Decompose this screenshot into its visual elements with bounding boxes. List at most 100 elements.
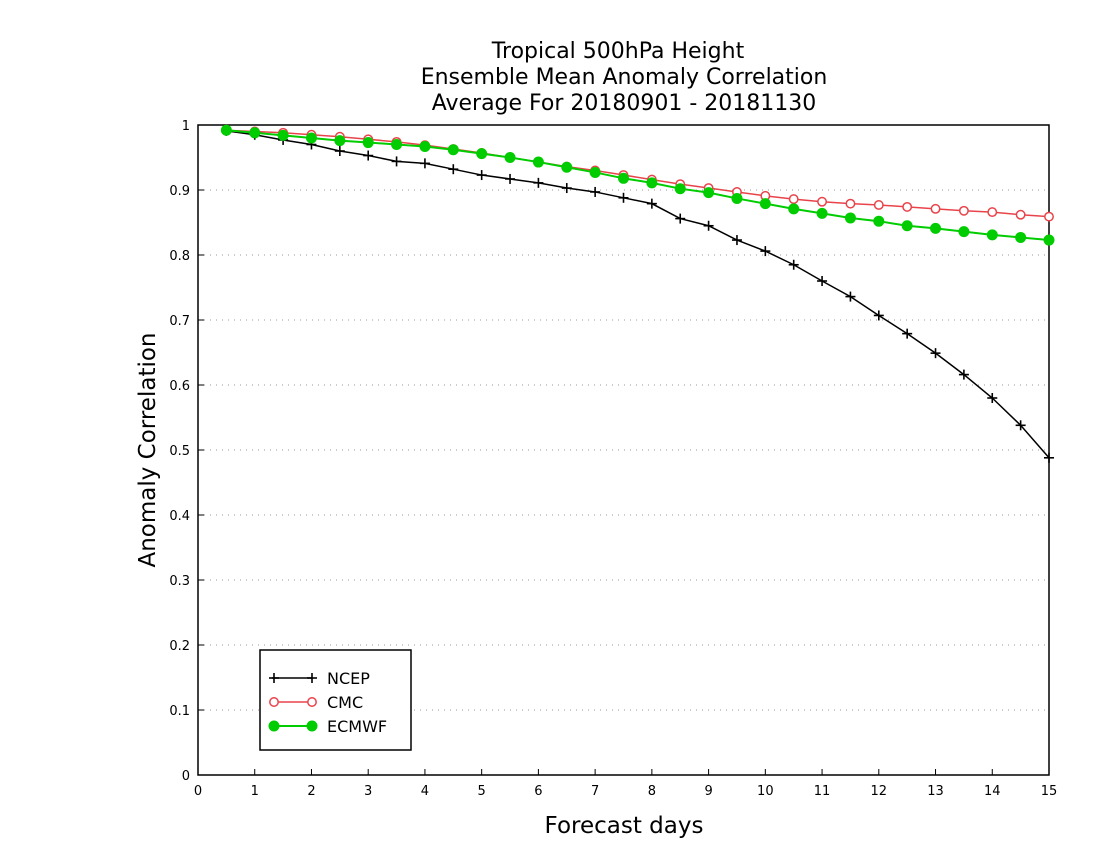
x-tick-label-11: 11 xyxy=(814,784,831,799)
point-ecmwf-18 xyxy=(731,192,743,204)
legend-label-ncep: NCEP xyxy=(327,669,370,688)
point-cmc-25 xyxy=(930,203,941,214)
point-ecmwf-27 xyxy=(986,229,998,241)
y-tick-label-6: 0.6 xyxy=(169,379,190,394)
point-cmc-27 xyxy=(987,207,998,218)
x-tick-label-4: 4 xyxy=(421,784,429,799)
legend-marker-right-ecmwf xyxy=(306,720,318,732)
x-tick-label-0: 0 xyxy=(194,784,202,799)
legend-label-cmc: CMC xyxy=(327,693,363,712)
x-tick-label-12: 12 xyxy=(871,784,888,799)
point-ecmwf-28 xyxy=(1015,231,1027,243)
point-ecmwf-5 xyxy=(362,137,374,149)
point-ecmwf-13 xyxy=(589,166,601,178)
point-ecmwf-29 xyxy=(1043,234,1055,246)
point-ncep-27 xyxy=(987,393,998,403)
point-ecmwf-23 xyxy=(873,215,885,227)
point-cmc-22 xyxy=(845,198,856,209)
point-ecmwf-4 xyxy=(334,135,346,147)
point-ncep-28 xyxy=(1015,420,1026,431)
series-line-cmc xyxy=(226,129,1050,218)
point-ecmwf-10 xyxy=(504,152,516,163)
point-ncep-5 xyxy=(363,150,374,161)
point-ecmwf-21 xyxy=(816,207,828,219)
point-ecmwf-20 xyxy=(788,203,800,215)
x-tick-label-14: 14 xyxy=(984,784,1001,799)
point-cmc-23 xyxy=(873,200,884,210)
legend: NCEP CMC ECMWF xyxy=(259,649,412,751)
legend-label-ecmwf: ECMWF xyxy=(327,717,387,736)
legend-marker-left-cmc xyxy=(269,697,279,707)
legend-item-ecmwf: ECMWF xyxy=(268,717,387,736)
point-ncep-13 xyxy=(590,186,601,197)
series-ecmwf xyxy=(220,124,1055,246)
point-ncep-19 xyxy=(760,246,771,257)
legend-marker-left-ncep xyxy=(269,673,279,683)
x-tick-label-13: 13 xyxy=(927,784,944,799)
y-tick-label-2: 0.2 xyxy=(169,639,190,654)
x-tick-label-5: 5 xyxy=(478,784,486,799)
y-axis-ticks: 0 0.1 0.2 0.3 0.4 0.5 0.6 0.7 0.8 0.9 1 xyxy=(169,119,204,784)
legend-marker-left-ecmwf xyxy=(268,720,280,732)
point-cmc-28 xyxy=(1015,209,1026,220)
point-ncep-6 xyxy=(391,156,402,167)
point-cmc-24 xyxy=(902,201,913,212)
point-ncep-8 xyxy=(448,164,459,175)
point-ecmwf-2 xyxy=(277,129,289,141)
point-ecmwf-24 xyxy=(901,220,913,232)
point-ncep-25 xyxy=(930,348,941,359)
x-tick-label-3: 3 xyxy=(364,784,372,799)
point-ncep-24 xyxy=(902,328,913,339)
point-ecmwf-0 xyxy=(220,124,232,136)
legend-item-cmc: CMC xyxy=(269,693,363,712)
x-tick-label-8: 8 xyxy=(648,784,656,799)
x-tick-label-7: 7 xyxy=(591,784,599,799)
point-ecmwf-7 xyxy=(419,140,431,152)
legend-item-ncep: NCEP xyxy=(269,669,370,688)
point-ecmwf-9 xyxy=(476,148,488,160)
grid xyxy=(198,189,1049,711)
y-tick-label-9: 0.9 xyxy=(169,184,190,199)
point-ecmwf-16 xyxy=(674,183,686,195)
point-ncep-26 xyxy=(958,369,969,380)
series-group xyxy=(220,124,1055,463)
point-ncep-7 xyxy=(419,158,430,169)
legend-marker-right-cmc xyxy=(307,697,317,707)
series-line-ecmwf xyxy=(226,129,1050,242)
x-tick-label-15: 15 xyxy=(1041,784,1058,799)
chart-title: Tropical 500hPa Height Ensemble Mean Ano… xyxy=(421,39,828,116)
point-cmc-26 xyxy=(958,205,969,216)
point-ncep-18 xyxy=(731,235,742,246)
point-ncep-22 xyxy=(845,291,856,302)
x-axis-title: Forecast days xyxy=(545,813,704,839)
point-ecmwf-8 xyxy=(447,144,459,156)
legend-box xyxy=(259,649,412,751)
y-axis-title: Anomaly Correlation xyxy=(135,332,161,567)
x-tick-label-6: 6 xyxy=(534,784,542,799)
y-tick-label-3: 0.3 xyxy=(169,574,190,589)
y-tick-label-7: 0.7 xyxy=(169,314,190,329)
y-tick-label-4: 0.4 xyxy=(169,509,190,524)
y-tick-label-5: 0.5 xyxy=(169,444,190,459)
point-ncep-16 xyxy=(675,213,686,224)
point-ecmwf-3 xyxy=(305,132,317,144)
point-ncep-29 xyxy=(1044,452,1054,463)
series-ncep xyxy=(221,125,1054,463)
y-tick-label-0: 0 xyxy=(182,769,190,784)
point-ecmwf-14 xyxy=(618,172,629,184)
point-ecmwf-11 xyxy=(532,156,544,168)
point-ncep-10 xyxy=(505,173,516,184)
point-ncep-12 xyxy=(561,183,572,194)
y-tick-label-10: 1 xyxy=(182,119,190,134)
point-ecmwf-19 xyxy=(759,198,771,210)
x-tick-label-2: 2 xyxy=(307,784,315,799)
y-tick-label-1: 0.1 xyxy=(169,704,190,719)
y-tick-label-8: 0.8 xyxy=(169,249,190,264)
point-cmc-20 xyxy=(788,194,799,205)
x-tick-label-10: 10 xyxy=(757,784,774,799)
legend-items: NCEP CMC ECMWF xyxy=(268,669,387,736)
legend-marker-right-ncep xyxy=(307,673,317,683)
point-ncep-11 xyxy=(533,177,544,188)
point-ncep-20 xyxy=(788,259,799,270)
point-ncep-9 xyxy=(476,170,487,181)
